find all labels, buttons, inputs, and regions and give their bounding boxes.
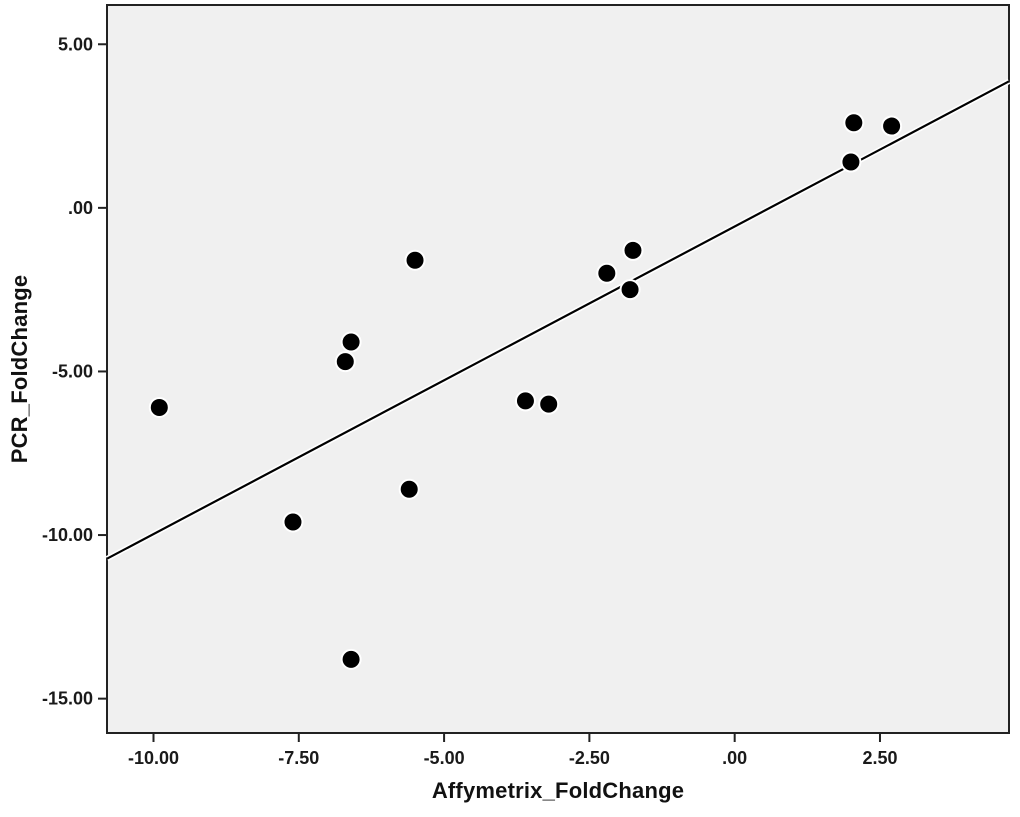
data-point bbox=[843, 112, 865, 134]
data-point bbox=[840, 151, 862, 173]
data-point bbox=[538, 393, 560, 415]
data-point bbox=[340, 331, 362, 353]
x-tick-label: 2.50 bbox=[862, 748, 897, 768]
x-tick-label: -2.50 bbox=[569, 748, 610, 768]
y-tick-label: -5.00 bbox=[52, 361, 93, 381]
data-point bbox=[334, 351, 356, 373]
y-tick-label: .00 bbox=[68, 198, 93, 218]
data-point bbox=[622, 239, 644, 261]
x-tick-label: .00 bbox=[722, 748, 747, 768]
x-axis-title: Affymetrix_FoldChange bbox=[431, 778, 685, 803]
y-axis-title: PCR_FoldChange bbox=[7, 274, 32, 464]
x-tick-label: -7.50 bbox=[278, 748, 319, 768]
data-point bbox=[404, 249, 426, 271]
data-point bbox=[619, 279, 641, 301]
data-point bbox=[514, 390, 536, 412]
plot-area bbox=[106, 4, 1010, 734]
data-point bbox=[596, 262, 618, 284]
x-tick-label: -10.00 bbox=[128, 748, 179, 768]
y-tick-label: 5.00 bbox=[58, 34, 93, 54]
y-tick-label: -10.00 bbox=[42, 525, 93, 545]
data-point bbox=[282, 511, 304, 533]
x-tick-label: -5.00 bbox=[424, 748, 465, 768]
data-point bbox=[148, 396, 170, 418]
data-point bbox=[340, 648, 362, 670]
data-point bbox=[881, 115, 903, 137]
y-tick-label: -15.00 bbox=[42, 689, 93, 709]
data-point bbox=[398, 478, 420, 500]
